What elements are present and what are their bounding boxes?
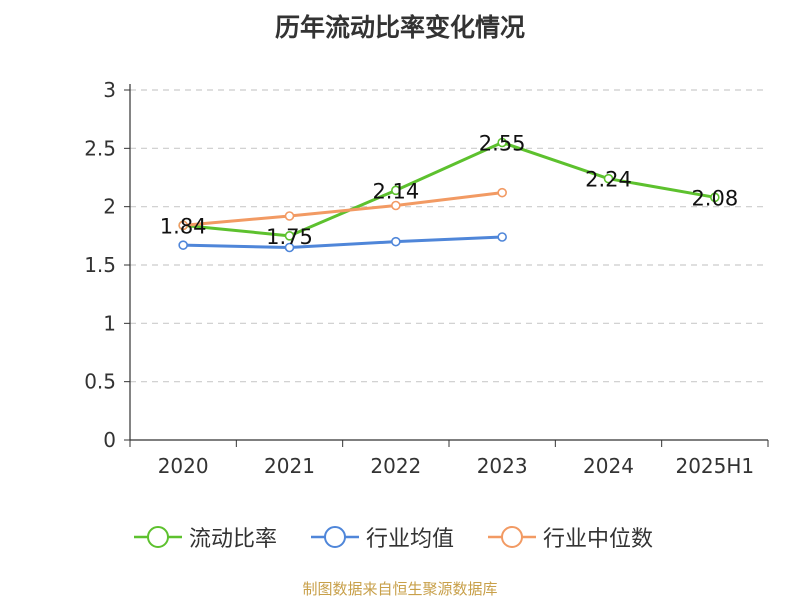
y-tick-label: 0 [103, 428, 116, 452]
legend-label: 流动比率 [189, 527, 278, 552]
data-point [284, 242, 295, 253]
legend-label: 行业中位数 [543, 527, 654, 552]
axes: 0 0.5 1 1.5 2 2.5 3 2020 2021 2022 2023 2024 2025H1 [84, 78, 769, 478]
x-tick-label: 2022 [370, 454, 421, 478]
data-point [178, 220, 188, 231]
legend-swatch-icon [488, 526, 536, 548]
series-line [183, 235, 503, 249]
data-point [603, 173, 614, 184]
data-point [391, 200, 401, 211]
data-label: 1.84 [160, 214, 207, 238]
data-labels: 1.84 1.75 2.14 2.55 2.24 2.08 [160, 132, 738, 249]
data-point [391, 185, 401, 196]
data-point [391, 236, 401, 247]
legend-item[interactable]: 行业均值 [310, 520, 454, 554]
legend-item[interactable]: 行业中位数 [487, 520, 653, 554]
legend: 流动比率 行业均值 行业中位数 [0, 520, 800, 554]
series-line [183, 141, 716, 238]
grid-lines [130, 89, 768, 383]
y-tick-label: 1 [103, 311, 116, 335]
x-tick-label: 2023 [477, 454, 528, 478]
legend-label: 行业均值 [366, 527, 455, 552]
y-tick-label: 3 [103, 78, 116, 102]
data-point [497, 187, 507, 198]
data-label: 2.55 [479, 132, 526, 156]
data-point [284, 211, 295, 221]
data-label: 2.14 [372, 179, 419, 203]
x-tick-label: 2024 [583, 454, 634, 478]
data-label: 2.24 [585, 168, 632, 192]
source-footer: 制图数据来自恒生聚源数据库 [302, 580, 498, 598]
y-tick-label: 2 [103, 195, 116, 219]
y-tick-label: 2.5 [84, 136, 116, 160]
data-point [497, 137, 507, 148]
x-tick-label: 2020 [158, 454, 209, 478]
data-label: 2.08 [691, 186, 738, 210]
y-tick-label: 0.5 [84, 370, 116, 394]
data-label: 1.75 [266, 225, 313, 249]
legend-swatch-icon [311, 526, 359, 548]
y-tick-label: 1.5 [84, 253, 116, 277]
series-group [178, 137, 720, 253]
data-point [497, 232, 507, 242]
data-point [284, 231, 295, 241]
series-line [183, 191, 503, 227]
legend-item[interactable]: 流动比率 [133, 520, 277, 554]
legend-swatch-icon [134, 526, 182, 548]
x-tick-label: 2025H1 [675, 454, 754, 478]
data-point [710, 192, 720, 203]
x-tick-label: 2021 [264, 454, 315, 478]
chart-title: 历年流动比率变化情况 [274, 13, 525, 42]
data-point [178, 240, 188, 250]
